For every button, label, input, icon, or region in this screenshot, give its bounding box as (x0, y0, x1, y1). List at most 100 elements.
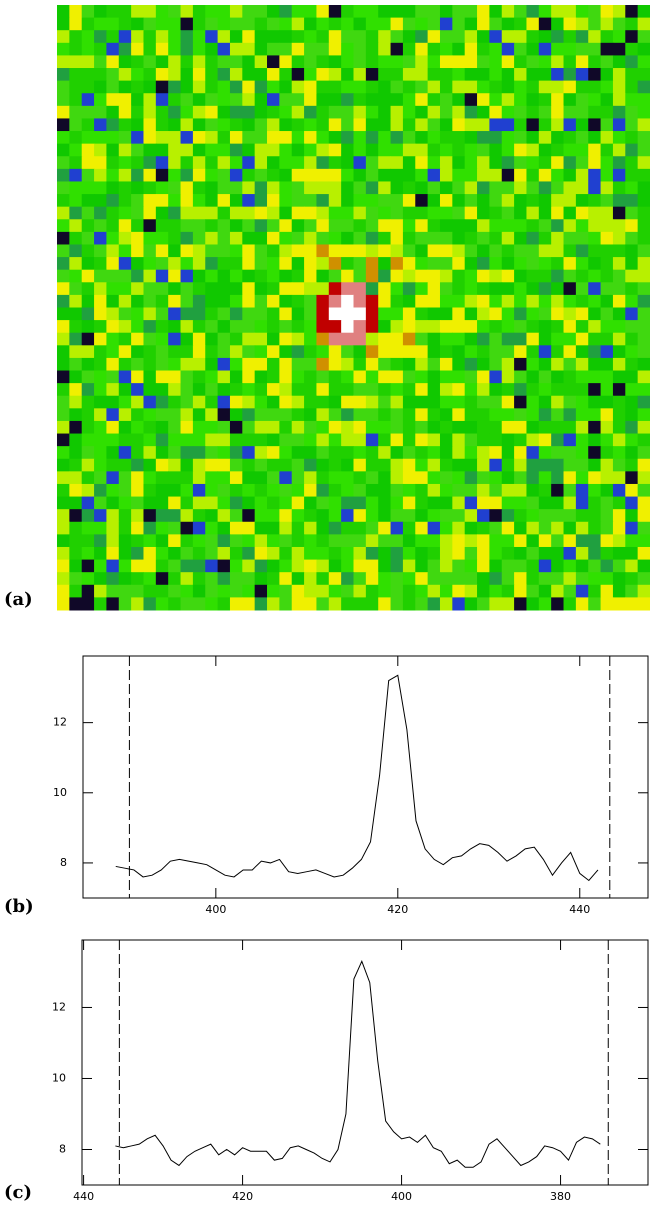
pixel (439, 383, 453, 397)
pixel (612, 320, 626, 334)
pixel (254, 55, 268, 69)
pixel (143, 168, 157, 182)
pixel (464, 546, 478, 561)
pixel (477, 395, 490, 409)
pixel (625, 357, 639, 372)
pixel (477, 244, 490, 258)
pixel (575, 496, 589, 510)
pixel (81, 471, 95, 485)
pixel (81, 105, 95, 119)
pixel (365, 433, 379, 447)
pixel (131, 521, 144, 535)
pixel (69, 471, 83, 485)
pixel (489, 30, 503, 44)
pixel (538, 458, 552, 472)
pixel (341, 534, 354, 548)
pixel (526, 408, 540, 422)
pixel (304, 509, 317, 523)
pixel (242, 269, 256, 283)
pixel (365, 584, 379, 598)
pixel (427, 194, 441, 208)
pixel (612, 181, 626, 195)
pixel (118, 546, 132, 561)
pixel (439, 244, 453, 258)
pixel (514, 55, 527, 69)
pixel (106, 320, 120, 334)
pixel (328, 68, 342, 82)
pixel (625, 294, 639, 308)
pixel (538, 181, 552, 195)
pixel (612, 345, 626, 359)
pixel (588, 219, 602, 233)
pixel (242, 168, 256, 182)
pixel (316, 521, 330, 535)
pixel (254, 282, 268, 296)
pixel (588, 408, 602, 422)
pixel (452, 231, 466, 245)
pixel (57, 206, 70, 220)
pixel (304, 231, 317, 245)
pixel (155, 17, 169, 31)
pixel (267, 345, 280, 359)
pixel (118, 131, 132, 145)
pixel (390, 534, 404, 548)
pixel (57, 433, 70, 447)
pixel (106, 5, 120, 19)
pixel (341, 118, 354, 132)
pixel (600, 206, 614, 220)
pixel (81, 433, 95, 447)
pixel (316, 408, 330, 422)
pixel (205, 559, 219, 573)
pixel (439, 206, 453, 220)
pixel (551, 509, 565, 523)
pixel (477, 105, 490, 119)
pixel (551, 357, 565, 372)
pixel (229, 5, 243, 19)
pixel (439, 257, 453, 271)
pixel (94, 55, 107, 69)
pixel (588, 194, 602, 208)
pixel (131, 206, 144, 220)
pixel (155, 420, 169, 435)
pixel (304, 294, 317, 308)
pixel (168, 345, 182, 359)
pixel (365, 30, 379, 44)
pixel (69, 345, 83, 359)
pixel (217, 521, 231, 535)
pixel (452, 546, 466, 561)
pixel (291, 105, 305, 119)
pixel (390, 143, 404, 157)
pixel (402, 546, 416, 561)
pixel (229, 143, 243, 157)
pixel (588, 395, 602, 409)
pixel (526, 131, 540, 145)
pixel (390, 509, 404, 523)
pixel (279, 559, 293, 573)
pixel (328, 332, 342, 346)
pixel (402, 559, 416, 573)
pixel (427, 383, 441, 397)
pixel (551, 332, 565, 346)
pixel (168, 5, 182, 19)
pixel (637, 320, 650, 334)
pixel (563, 80, 577, 94)
pixel (353, 181, 367, 195)
pixel (365, 420, 379, 435)
pixel (365, 370, 379, 384)
plot-frame (81, 939, 649, 1186)
pixel (94, 307, 107, 321)
pixel (341, 5, 354, 19)
pixel (427, 17, 441, 31)
pixel (600, 383, 614, 397)
pixel (316, 307, 330, 321)
pixel (464, 68, 478, 82)
pixel (254, 320, 268, 334)
pixel (365, 483, 379, 498)
pixel (452, 143, 466, 157)
pixel (81, 42, 95, 56)
pixel (390, 30, 404, 44)
pixel (427, 282, 441, 296)
pixel (464, 80, 478, 94)
pixel (551, 118, 565, 132)
pixel (131, 446, 144, 460)
